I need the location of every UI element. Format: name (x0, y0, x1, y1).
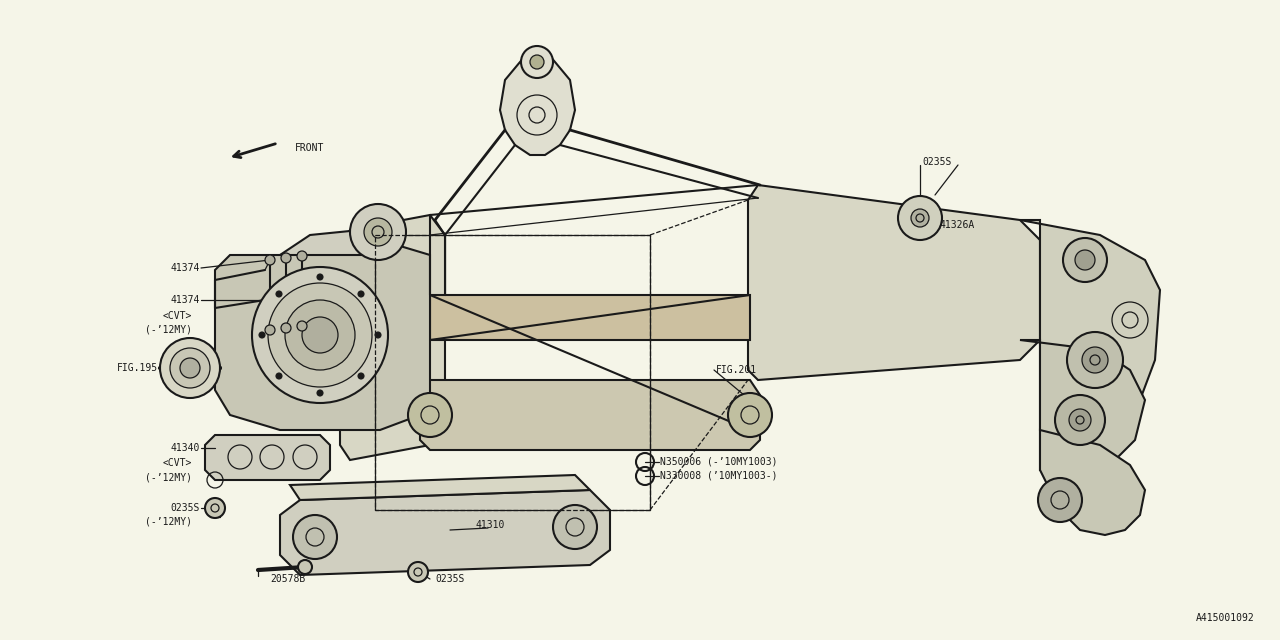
Circle shape (899, 196, 942, 240)
Circle shape (297, 321, 307, 331)
Polygon shape (280, 230, 390, 255)
Circle shape (1055, 395, 1105, 445)
Circle shape (1069, 409, 1091, 431)
Text: <CVT>: <CVT> (163, 458, 192, 468)
Circle shape (265, 325, 275, 335)
Text: 0235S: 0235S (170, 503, 200, 513)
Polygon shape (1039, 430, 1146, 535)
Text: A415001092: A415001092 (1197, 613, 1254, 623)
Polygon shape (420, 380, 760, 450)
Circle shape (317, 274, 323, 280)
Text: 41374: 41374 (170, 263, 200, 273)
Circle shape (276, 373, 282, 379)
Polygon shape (1020, 340, 1146, 475)
Circle shape (268, 283, 372, 387)
Polygon shape (500, 50, 575, 155)
Circle shape (728, 393, 772, 437)
Circle shape (1075, 250, 1094, 270)
Text: 41340: 41340 (170, 443, 200, 453)
Circle shape (297, 251, 307, 261)
Circle shape (364, 218, 392, 246)
Circle shape (375, 332, 381, 338)
Circle shape (265, 255, 275, 265)
Text: 41374: 41374 (170, 295, 200, 305)
Circle shape (276, 291, 282, 297)
Circle shape (1038, 478, 1082, 522)
Polygon shape (430, 295, 750, 340)
Polygon shape (1020, 220, 1160, 430)
Polygon shape (748, 185, 1039, 380)
Polygon shape (291, 475, 590, 500)
Circle shape (205, 498, 225, 518)
Circle shape (282, 323, 291, 333)
Circle shape (293, 515, 337, 559)
Bar (375, 235, 650, 510)
Circle shape (911, 209, 929, 227)
Circle shape (180, 358, 200, 378)
Text: N330008 (’10MY1003-): N330008 (’10MY1003-) (660, 471, 777, 481)
Circle shape (252, 267, 388, 403)
Text: N350006 (-’10MY1003): N350006 (-’10MY1003) (660, 457, 777, 467)
Text: 0235S: 0235S (922, 157, 951, 167)
Text: (-’12MY): (-’12MY) (145, 325, 192, 335)
Text: 0235S: 0235S (435, 574, 465, 584)
Text: 20578B: 20578B (270, 574, 306, 584)
Circle shape (282, 253, 291, 263)
Polygon shape (340, 215, 445, 460)
Circle shape (358, 291, 364, 297)
Polygon shape (215, 240, 430, 430)
Polygon shape (205, 435, 330, 480)
Text: FRONT: FRONT (294, 143, 324, 153)
Circle shape (285, 300, 355, 370)
Circle shape (160, 338, 220, 398)
Circle shape (170, 348, 210, 388)
Polygon shape (280, 490, 611, 575)
Circle shape (358, 373, 364, 379)
Text: 41326A: 41326A (940, 220, 975, 230)
Circle shape (1082, 347, 1108, 373)
Text: (-’12MY): (-’12MY) (145, 517, 192, 527)
Circle shape (408, 393, 452, 437)
Circle shape (317, 390, 323, 396)
Circle shape (530, 55, 544, 69)
Circle shape (1062, 238, 1107, 282)
Circle shape (302, 317, 338, 353)
Text: (-’12MY): (-’12MY) (145, 472, 192, 482)
Circle shape (521, 46, 553, 78)
Circle shape (553, 505, 596, 549)
Circle shape (408, 562, 428, 582)
Text: FIG.195: FIG.195 (116, 363, 157, 373)
Text: <CVT>: <CVT> (163, 311, 192, 321)
Circle shape (259, 332, 265, 338)
Text: FIG.201: FIG.201 (716, 365, 758, 375)
Text: 41310: 41310 (475, 520, 504, 530)
Circle shape (298, 560, 312, 574)
Circle shape (349, 204, 406, 260)
Circle shape (1068, 332, 1123, 388)
